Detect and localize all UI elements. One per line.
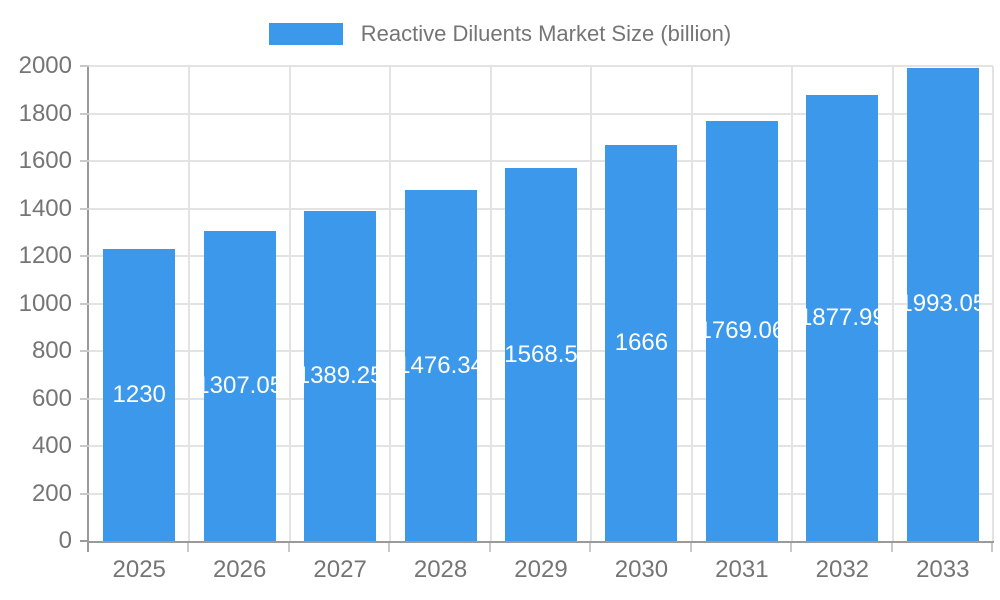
y-axis-tick-label: 200 <box>31 479 72 507</box>
y-axis-tick-label: 1400 <box>18 194 72 222</box>
bar: 1666 <box>605 145 678 541</box>
gridline-horizontal <box>89 160 993 162</box>
x-axis-tick-label: 2026 <box>212 556 267 583</box>
bar: 1568.5 <box>505 168 577 541</box>
y-axis-tick-label: 800 <box>31 337 72 364</box>
y-axis-tick <box>80 397 89 400</box>
bar-value-label: 1769.06 <box>706 316 778 344</box>
y-axis-tick-label: 1600 <box>18 147 72 174</box>
plot-area: 1230 1307.05 1389.25 1476.34 1568.5 1666 1769.… <box>89 65 994 541</box>
y-axis-tick-label: 1000 <box>18 289 72 317</box>
bar-value-label: 1666 <box>614 329 669 357</box>
x-axis-tick <box>187 543 190 552</box>
bar-value-label: 1993.05 <box>907 290 979 318</box>
x-axis-tick-label: 2025 <box>112 556 166 583</box>
bar: 1389.25 <box>304 211 377 541</box>
y-axis-tick <box>80 492 89 495</box>
x-axis-tick <box>890 543 893 552</box>
gridline-vertical <box>992 66 994 541</box>
gridline-vertical <box>891 66 894 541</box>
y-axis-tick <box>80 65 89 67</box>
bar-value-label: 1476.34 <box>405 351 477 379</box>
x-axis-tick-label: 2031 <box>715 556 769 583</box>
y-axis-tick <box>80 540 89 542</box>
y-axis-tick-label: 2000 <box>18 52 72 79</box>
bar: 1769.06 <box>705 120 778 541</box>
legend-swatch <box>268 23 343 45</box>
y-axis-tick <box>80 445 89 447</box>
gridline-vertical <box>188 66 191 541</box>
y-axis-tick <box>80 350 89 352</box>
x-axis-tick <box>388 543 391 552</box>
y-axis-line <box>87 66 89 543</box>
y-axis-tick-label: 1800 <box>18 99 72 127</box>
x-axis-tick-label: 2033 <box>916 556 970 583</box>
bar-value-label: 1877.99 <box>806 303 878 331</box>
x-axis-tick <box>689 543 692 552</box>
x-axis-line <box>87 541 994 543</box>
x-axis-tick <box>488 543 491 552</box>
x-axis-tick-label: 2029 <box>514 556 568 583</box>
y-axis-tick <box>80 302 89 305</box>
x-axis-tick-label: 2028 <box>413 556 468 583</box>
y-axis-tick <box>80 255 89 257</box>
gridline-vertical <box>389 66 392 541</box>
legend-label: Reactive Diluents Market Size (billion) <box>360 21 732 46</box>
y-axis-tick-label: 1200 <box>18 242 72 269</box>
y-axis-tick <box>80 160 89 162</box>
y-axis-tick-label: 600 <box>31 384 72 412</box>
bar-value-label: 1307.05 <box>204 371 276 399</box>
x-axis-tick <box>790 543 793 552</box>
bar: 1877.99 <box>806 94 879 541</box>
y-axis-tick-label: 400 <box>31 432 72 459</box>
gridline-vertical <box>288 66 291 541</box>
bar: 1230 <box>103 248 176 541</box>
bar-value-label: 1568.5 <box>505 340 577 368</box>
chart-legend[interactable]: Reactive Diluents Market Size (billion) <box>0 21 1000 47</box>
bar: 1993.05 <box>906 67 979 541</box>
x-axis-tick <box>287 543 290 552</box>
bar: 1307.05 <box>203 230 276 541</box>
x-axis-tick <box>991 543 993 552</box>
gridline-horizontal <box>89 112 993 115</box>
x-axis-tick-label: 2032 <box>815 556 870 583</box>
x-axis-tick-label: 2030 <box>614 556 669 583</box>
bar-value-label: 1230 <box>112 380 166 408</box>
gridline-vertical <box>690 66 693 541</box>
bar: 1476.34 <box>404 190 477 541</box>
gridline-vertical <box>791 66 794 541</box>
gridline-vertical <box>590 66 593 541</box>
gridline-vertical <box>489 66 492 541</box>
x-axis-tick-label: 2027 <box>313 556 367 583</box>
gridline-horizontal <box>89 65 993 67</box>
x-axis-tick <box>589 543 592 552</box>
y-axis-tick-label: 0 <box>58 527 72 554</box>
x-axis-tick <box>87 543 89 552</box>
y-axis-tick <box>80 207 89 210</box>
bar-value-label: 1389.25 <box>304 362 376 390</box>
y-axis-tick <box>80 112 89 115</box>
